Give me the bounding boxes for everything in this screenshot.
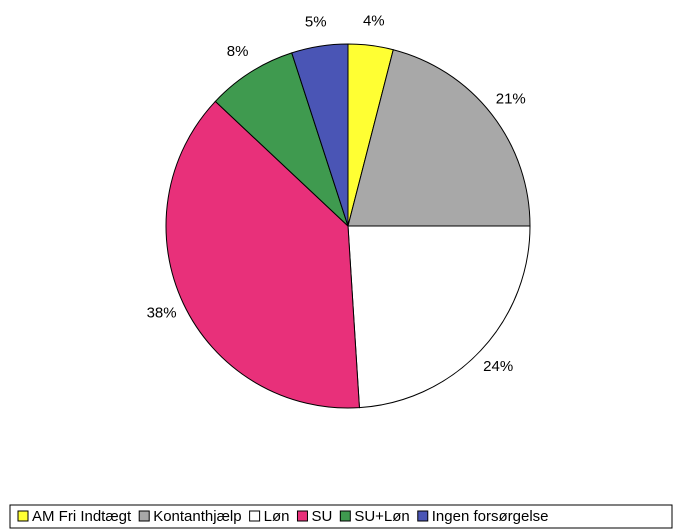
data-label: 4%: [363, 13, 385, 30]
legend: AM Fri Indtægt Kontanthjælp Løn SU SU+Løn Ing…: [9, 504, 673, 529]
legend-swatch: [138, 510, 150, 522]
legend-swatch: [249, 510, 261, 522]
pie-slice: [347, 49, 531, 227]
legend-label: Kontanthjælp: [153, 508, 241, 525]
legend-label: SU: [311, 508, 332, 525]
legend-label: Ingen forsørgelse: [432, 508, 549, 525]
data-label: 5%: [305, 14, 327, 31]
data-label: 24%: [483, 358, 513, 375]
legend-label: Løn: [264, 508, 290, 525]
legend-swatch: [417, 510, 429, 522]
pie-slice: [214, 52, 349, 227]
legend-swatch: [339, 510, 351, 522]
legend-swatch: [296, 510, 308, 522]
legend-swatch: [17, 510, 29, 522]
pie-slice: [347, 225, 531, 409]
data-label: 21%: [496, 91, 526, 108]
pie-slice: [165, 100, 360, 409]
data-label: 8%: [227, 43, 249, 60]
data-label: 38%: [147, 305, 177, 322]
legend-label: AM Fri Indtægt: [32, 508, 132, 525]
pie-slice: [291, 43, 349, 227]
legend-label: SU+Løn: [354, 508, 409, 525]
